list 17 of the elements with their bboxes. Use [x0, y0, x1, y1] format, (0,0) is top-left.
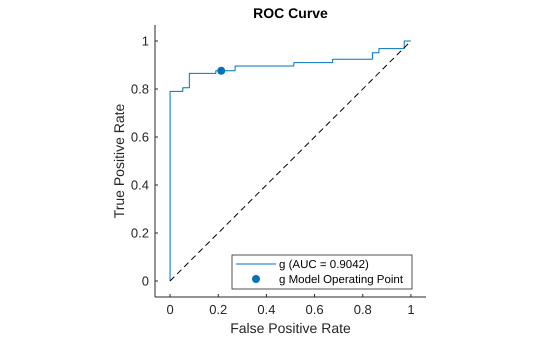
- legend-label: g (AUC = 0.9042): [279, 259, 369, 271]
- x-tick-label: 0.4: [257, 302, 276, 317]
- x-tick-label: 1: [407, 302, 415, 317]
- legend-label: g Model Operating Point: [279, 274, 404, 286]
- x-tick-label: 0.8: [354, 302, 372, 317]
- chart-title: ROC Curve: [253, 5, 328, 21]
- y-tick-label: 1: [142, 34, 149, 49]
- y-tick-label: 0.8: [130, 82, 149, 97]
- x-tick-label: 0.6: [306, 302, 324, 317]
- y-axis-title: True Positive Rate: [111, 103, 127, 218]
- y-tick-label: 0: [142, 273, 149, 288]
- x-tick-label: 0.2: [209, 302, 228, 317]
- x-axis-title: False Positive Rate: [230, 320, 352, 336]
- y-tick-label: 0.2: [130, 225, 149, 240]
- y-tick-label: 0.4: [130, 178, 149, 192]
- x-tick-label: 0: [166, 302, 174, 317]
- y-tick-label: 0.6: [130, 130, 149, 144]
